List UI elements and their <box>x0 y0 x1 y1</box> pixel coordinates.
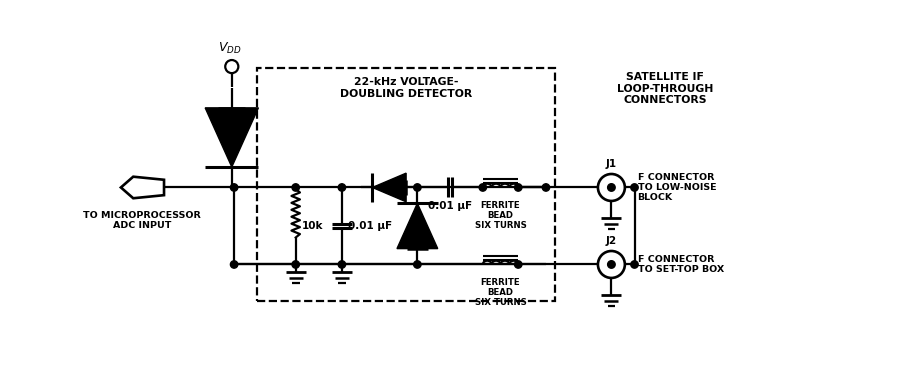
Text: J1: J1 <box>605 159 617 169</box>
Text: 0.01 μF: 0.01 μF <box>428 201 472 211</box>
Polygon shape <box>205 108 258 167</box>
Text: 22-kHz VOLTAGE-
DOUBLING DETECTOR: 22-kHz VOLTAGE- DOUBLING DETECTOR <box>340 77 472 99</box>
Circle shape <box>608 184 616 191</box>
Circle shape <box>543 184 550 191</box>
Circle shape <box>230 261 238 268</box>
Circle shape <box>631 261 638 268</box>
Circle shape <box>292 184 300 191</box>
Polygon shape <box>373 173 406 202</box>
Text: F CONNECTOR
TO LOW-NOISE
BLOCK: F CONNECTOR TO LOW-NOISE BLOCK <box>637 173 716 203</box>
Circle shape <box>338 261 346 268</box>
Circle shape <box>338 184 346 191</box>
Polygon shape <box>397 203 437 249</box>
Text: FERRITE
BEAD
SIX TURNS: FERRITE BEAD SIX TURNS <box>474 201 526 230</box>
Text: TO MICROPROCESSOR
ADC INPUT: TO MICROPROCESSOR ADC INPUT <box>83 211 201 230</box>
Circle shape <box>515 261 522 268</box>
Polygon shape <box>121 177 164 198</box>
Circle shape <box>608 261 616 268</box>
Text: J2: J2 <box>605 236 617 246</box>
Circle shape <box>515 184 522 191</box>
Circle shape <box>414 261 421 268</box>
Text: F CONNECTOR
TO SET-TOP BOX: F CONNECTOR TO SET-TOP BOX <box>637 255 724 274</box>
Bar <box>257 68 555 301</box>
Text: $V_{DD}$: $V_{DD}$ <box>218 41 241 56</box>
Circle shape <box>414 184 421 191</box>
Text: FERRITE
BEAD
SIX TURNS: FERRITE BEAD SIX TURNS <box>474 277 526 307</box>
Circle shape <box>292 261 300 268</box>
Text: 0.01 μF: 0.01 μF <box>348 221 392 231</box>
Text: 10k: 10k <box>302 221 323 231</box>
Circle shape <box>230 184 238 191</box>
Circle shape <box>479 184 487 191</box>
Text: SATELLITE IF
LOOP-THROUGH
CONNECTORS: SATELLITE IF LOOP-THROUGH CONNECTORS <box>617 72 714 105</box>
Circle shape <box>631 184 638 191</box>
